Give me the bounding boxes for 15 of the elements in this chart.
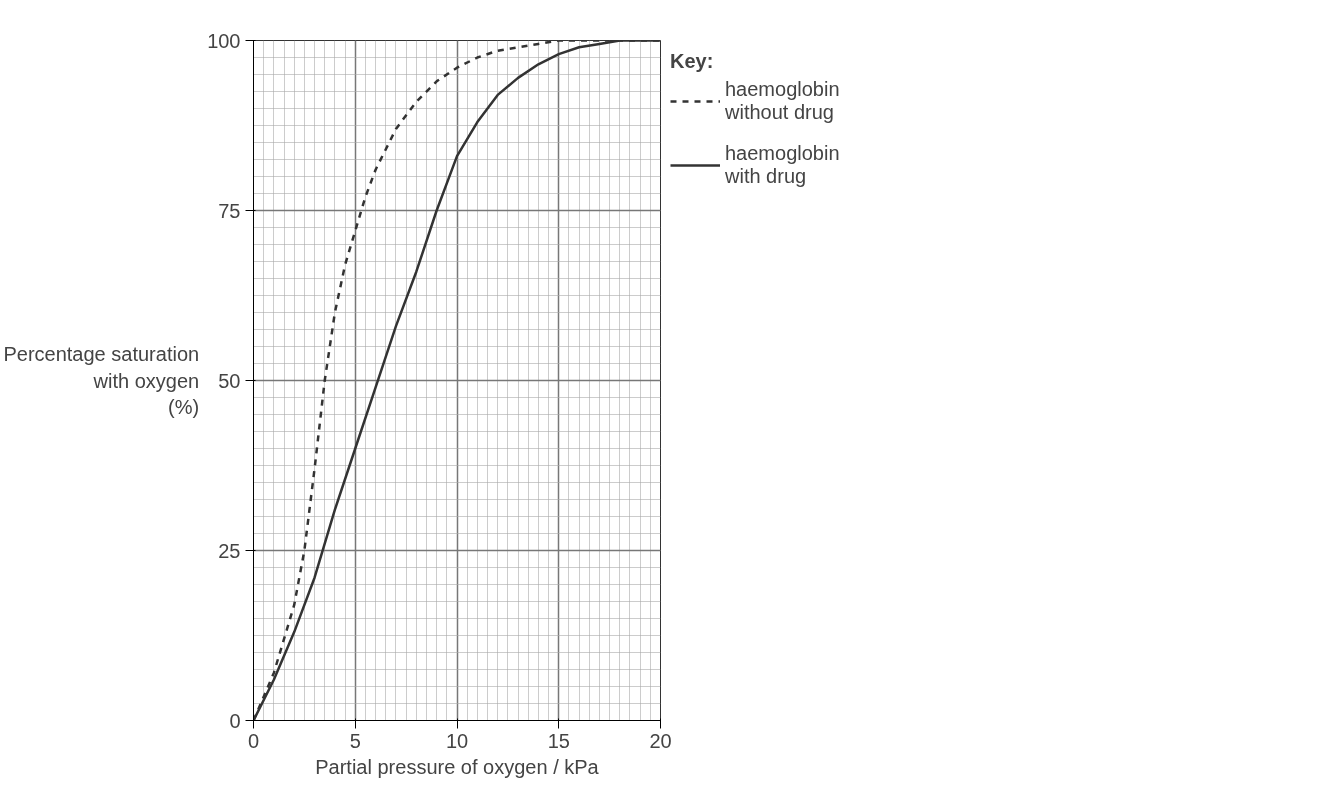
legend-label: haemoglobin without drug — [725, 78, 840, 124]
x-tick-label: 5 — [349, 729, 361, 752]
x-tick-label: 0 — [247, 729, 260, 752]
y-tick-label: 100 — [207, 29, 241, 52]
x-axis-title: Partial pressure of oxygen / kPa — [315, 755, 600, 778]
legend-title: Key: — [670, 50, 715, 73]
x-tick-label: 20 — [649, 729, 672, 752]
x-tick-label: 10 — [445, 729, 469, 752]
y-axis-title: Percentage saturation with oxygen (%) — [3, 343, 200, 418]
legend-label: haemoglobin with drug — [725, 142, 840, 188]
y-tick-label: 25 — [218, 539, 241, 562]
y-tick-label: 0 — [229, 709, 241, 732]
y-tick-label: 75 — [218, 199, 241, 222]
x-tick-label: 15 — [547, 729, 570, 752]
y-tick-label: 50 — [218, 369, 241, 392]
